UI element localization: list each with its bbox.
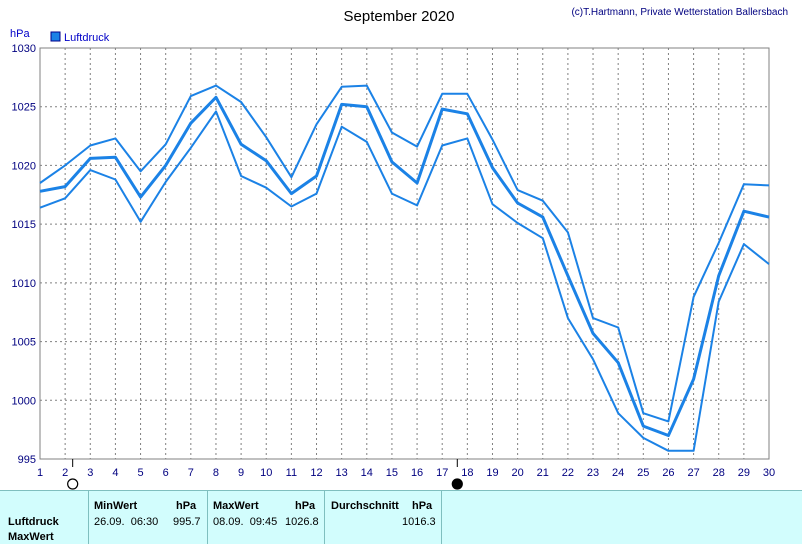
x-tick-label: 28 [713,467,725,479]
statistics-panel: Luftdruck MaxWert MinWert hPa 26.09. 06:… [0,490,802,544]
legend-label: Luftdruck [64,32,110,44]
x-tick-label: 5 [137,467,143,479]
stats-divider [441,491,442,544]
row-label-maxwert: MaxWert [8,531,54,543]
x-tick-label: 1 [37,467,43,479]
series-line-mean [39,95,770,437]
grid [39,47,770,460]
min-unit: hPa [176,500,197,512]
y-tick-label: 1010 [12,278,36,290]
new-moon-icon [451,478,463,490]
plot-frame [39,47,770,460]
x-tick-label: 14 [361,467,373,479]
x-tick-label: 13 [336,467,348,479]
x-tick-label: 23 [587,467,599,479]
avg-header: Durchschnitt [331,500,399,512]
x-tick-label: 16 [411,467,423,479]
stats-divider [88,491,89,544]
y-tick-label: 1020 [12,160,36,172]
y-tick-label: 1015 [12,219,36,231]
x-tick-label: 18 [461,467,473,479]
x-tick-label: 17 [436,467,448,479]
x-tick-label: 26 [662,467,674,479]
x-tick-label: 6 [163,467,169,479]
series-line-min [39,110,770,452]
series-group [39,84,770,452]
stats-divider [324,491,325,544]
row-label-luftdruck: Luftdruck [8,516,59,528]
max-unit: hPa [295,500,316,512]
x-tick-label: 10 [260,467,272,479]
max-datetime: 08.09. 09:45 [213,516,278,528]
y-tick-label: 1030 [12,43,36,55]
avg-unit: hPa [412,500,433,512]
x-tick-label: 24 [612,467,624,479]
y-tick-label: 995 [18,454,36,466]
chart-title: September 2020 [344,8,455,25]
x-tick-label: 27 [687,467,699,479]
legend-swatch [50,31,61,42]
x-tick-label: 20 [511,467,523,479]
x-tick-label: 11 [286,467,297,479]
x-tick-label: 22 [562,467,574,479]
x-tick-label: 30 [763,467,775,479]
min-header: MinWert [94,500,138,512]
series-line-max [39,84,770,423]
y-axis-unit: hPa [10,28,30,40]
x-tick-label: 4 [112,467,118,479]
y-tick-label: 1025 [12,102,36,114]
chart-credit: (c)T.Hartmann, Private Wetterstation Bal… [571,7,788,18]
x-tick-label: 2 [62,467,68,479]
x-tick-labels: 1 2 3 4 5 6 7 8 9 10 11 12 13 14 15 16 17 18 19 20 21 22 23 24 2… [37,467,775,479]
x-tick-label: 7 [188,467,194,479]
avg-value: 1016.3 [402,516,436,528]
max-value: 1026.8 [285,516,319,528]
x-tick-label: 15 [386,467,398,479]
x-tick-label: 29 [738,467,750,479]
y-tick-label: 1000 [12,395,36,407]
x-tick-label: 9 [238,467,244,479]
stats-divider [207,491,208,544]
max-header: MaxWert [213,500,259,512]
x-tick-label: 19 [486,467,498,479]
y-tick-labels: 995 1000 1005 1010 1015 1020 1025 1030 [12,43,36,466]
min-datetime: 26.09. 06:30 [94,516,159,528]
x-tick-label: 8 [213,467,219,479]
x-tick-label: 12 [310,467,322,479]
x-tick-label: 3 [87,467,93,479]
pressure-chart: September 2020 (c)T.Hartmann, Private We… [10,7,788,490]
min-value: 995.7 [173,516,201,528]
x-tick-label: 21 [537,467,549,479]
full-moon-icon [67,478,79,490]
x-tick-label: 25 [637,467,649,479]
y-tick-label: 1005 [12,337,36,349]
moon-phases [67,459,463,490]
